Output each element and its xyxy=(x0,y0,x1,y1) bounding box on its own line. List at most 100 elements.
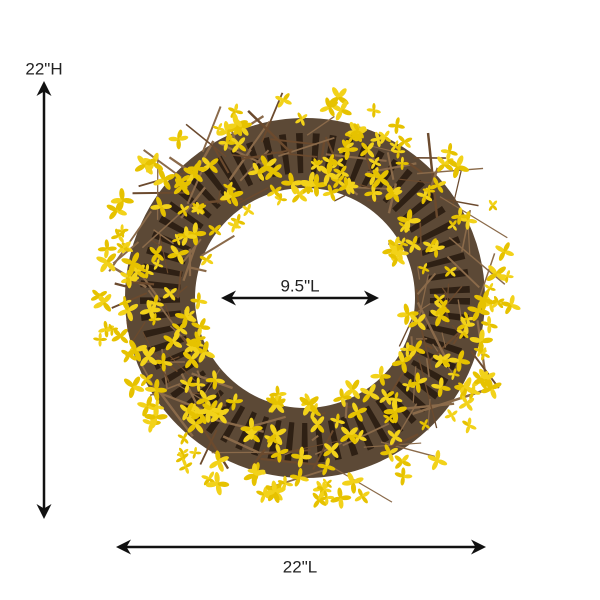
petal xyxy=(153,178,165,186)
petal xyxy=(422,188,429,192)
petal xyxy=(105,328,112,332)
petal xyxy=(488,199,493,206)
petal xyxy=(145,271,149,279)
petal xyxy=(474,377,486,384)
petal xyxy=(176,233,187,239)
petal xyxy=(456,360,462,372)
petal xyxy=(168,136,179,142)
petal xyxy=(196,159,202,170)
petal xyxy=(401,361,407,374)
petal xyxy=(163,335,173,343)
flower xyxy=(333,388,352,407)
petal xyxy=(116,243,124,249)
petal xyxy=(310,164,318,170)
petal xyxy=(194,446,197,453)
petal xyxy=(341,109,352,116)
petal xyxy=(181,175,190,182)
petal xyxy=(435,450,441,461)
petal xyxy=(279,193,283,200)
petal xyxy=(447,224,454,229)
petal xyxy=(277,100,284,108)
twig xyxy=(416,266,421,280)
flower xyxy=(447,220,457,231)
petal xyxy=(139,373,147,380)
petal xyxy=(451,410,458,416)
petal xyxy=(169,293,176,301)
petal xyxy=(358,128,368,133)
petal xyxy=(325,457,330,467)
petal xyxy=(294,477,301,487)
petal xyxy=(189,310,195,316)
petal xyxy=(394,140,399,147)
petal xyxy=(370,138,379,142)
petal xyxy=(441,306,450,313)
petal xyxy=(485,372,496,380)
petal xyxy=(358,429,364,438)
petal xyxy=(316,486,325,491)
petal xyxy=(300,181,308,187)
petal xyxy=(387,239,396,246)
petal xyxy=(281,180,293,186)
petal xyxy=(428,189,436,193)
petal xyxy=(120,224,124,232)
petal xyxy=(106,261,116,272)
twig xyxy=(427,398,431,431)
petal xyxy=(181,186,190,196)
petal xyxy=(218,123,223,129)
flower xyxy=(400,342,415,357)
petal xyxy=(446,151,451,161)
twig xyxy=(260,92,284,143)
petal xyxy=(345,185,351,195)
petal xyxy=(437,156,445,165)
petal xyxy=(266,158,277,167)
twig xyxy=(441,287,452,301)
flower xyxy=(121,252,144,275)
petal xyxy=(469,337,482,343)
flower xyxy=(500,270,514,283)
flower xyxy=(338,139,354,157)
flower xyxy=(340,426,358,444)
flower xyxy=(189,331,206,348)
twig xyxy=(189,266,207,273)
petal xyxy=(340,495,352,501)
flower xyxy=(360,142,375,158)
petal xyxy=(406,209,413,222)
flower xyxy=(398,220,410,233)
petal xyxy=(465,425,471,434)
petal xyxy=(402,383,409,387)
petal xyxy=(337,420,345,424)
petal xyxy=(93,337,101,341)
petal xyxy=(198,299,208,304)
petal xyxy=(407,381,418,388)
petal xyxy=(416,192,425,197)
flower xyxy=(90,289,108,303)
petal xyxy=(424,195,433,202)
flower xyxy=(186,417,206,434)
petal xyxy=(453,373,460,377)
petal xyxy=(98,339,102,347)
petal xyxy=(161,352,166,363)
twig xyxy=(418,274,430,320)
petal xyxy=(376,139,381,148)
petal xyxy=(191,358,199,369)
flower xyxy=(190,292,208,310)
flower xyxy=(179,376,197,393)
petal xyxy=(332,87,340,98)
petal xyxy=(209,158,219,166)
petal xyxy=(487,316,492,325)
petal xyxy=(145,158,156,166)
flower xyxy=(274,193,288,206)
petal xyxy=(197,206,204,210)
petal xyxy=(235,110,244,115)
twig xyxy=(170,356,180,361)
petal xyxy=(210,400,218,410)
petal xyxy=(276,398,286,406)
petal xyxy=(184,345,193,354)
petal xyxy=(93,301,104,309)
flower xyxy=(218,134,236,151)
petal xyxy=(423,241,432,247)
petal xyxy=(134,164,146,172)
petal xyxy=(479,329,485,342)
petal xyxy=(236,213,241,222)
petal xyxy=(154,294,159,304)
